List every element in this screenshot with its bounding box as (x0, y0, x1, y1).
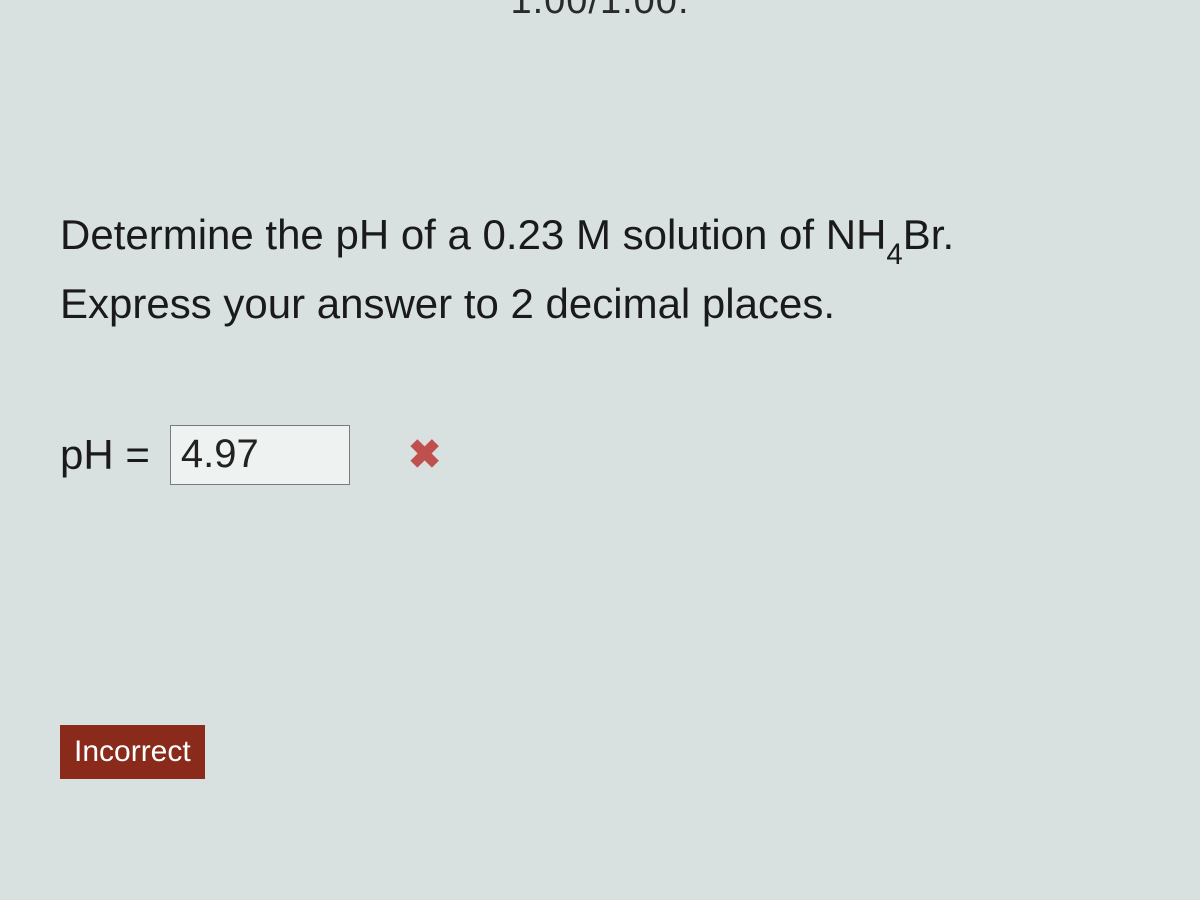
ph-answer-input[interactable] (170, 425, 350, 485)
answer-row: pH = ✖ (60, 425, 1140, 485)
question-line1-pre: Determine the pH of a 0.23 M solution of… (60, 211, 886, 258)
ph-label: pH = (60, 431, 150, 479)
question-container: Determine the pH of a 0.23 M solution of… (0, 23, 1200, 779)
question-prompt: Determine the pH of a 0.23 M solution of… (60, 203, 1140, 335)
score-header: 1.00/1.00. (0, 0, 1200, 23)
incorrect-badge-label: Incorrect (74, 735, 191, 768)
incorrect-x-icon: ✖ (408, 432, 442, 478)
incorrect-badge: Incorrect (60, 725, 205, 779)
question-line1-subscript: 4 (886, 238, 902, 271)
score-text: 1.00/1.00. (510, 0, 689, 22)
question-line1-post: Br. (903, 211, 954, 258)
question-line2: Express your answer to 2 decimal places. (60, 280, 835, 327)
